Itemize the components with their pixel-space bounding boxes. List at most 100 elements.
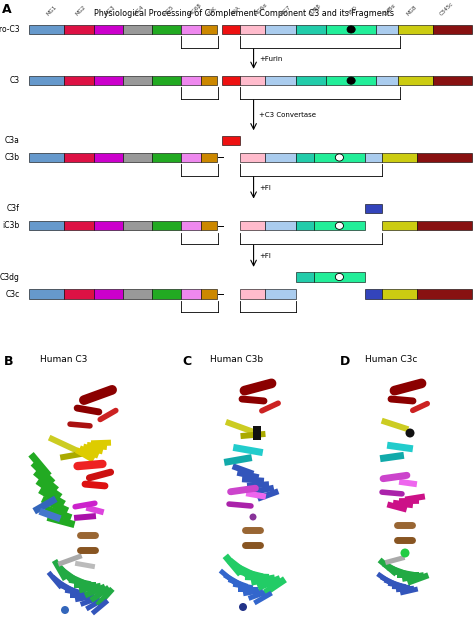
Bar <box>253 426 261 440</box>
Bar <box>246 490 266 500</box>
Text: ANA: ANA <box>230 6 242 17</box>
Bar <box>265 221 297 231</box>
Bar <box>79 582 101 593</box>
Text: A: A <box>2 3 11 16</box>
Text: TED: TED <box>347 6 359 17</box>
Bar <box>387 564 410 578</box>
Bar <box>123 76 152 86</box>
Bar <box>314 272 365 282</box>
Bar <box>29 221 64 231</box>
Bar <box>297 25 326 34</box>
Bar <box>60 449 90 461</box>
Bar <box>387 442 413 452</box>
Bar <box>398 25 433 34</box>
Bar <box>94 289 123 299</box>
Bar <box>240 76 265 86</box>
Bar <box>433 25 472 34</box>
Bar <box>392 500 413 508</box>
Text: Human C3b: Human C3b <box>210 355 263 364</box>
Bar <box>240 289 265 299</box>
Bar <box>123 221 152 231</box>
Bar <box>397 572 419 578</box>
Bar <box>64 76 94 86</box>
Circle shape <box>335 154 344 161</box>
Text: C3: C3 <box>9 76 19 85</box>
Bar <box>383 289 418 299</box>
Bar <box>385 555 405 565</box>
Bar <box>182 152 201 162</box>
Text: C3c: C3c <box>5 289 19 299</box>
Bar <box>240 152 265 162</box>
Bar <box>89 585 110 603</box>
Bar <box>28 452 52 478</box>
Bar <box>433 76 472 86</box>
Bar <box>380 574 398 588</box>
Text: +Furin: +Furin <box>259 56 283 62</box>
Bar <box>405 494 425 502</box>
Text: CUBα: CUBα <box>383 3 397 17</box>
Bar <box>182 221 201 231</box>
Bar <box>365 289 383 299</box>
Text: CUBβ: CUBβ <box>309 3 323 17</box>
Text: C3b: C3b <box>5 153 19 162</box>
Circle shape <box>347 26 355 33</box>
Bar <box>95 587 115 607</box>
Bar <box>201 152 217 162</box>
Text: LNK: LNK <box>207 6 218 17</box>
Bar <box>201 76 217 86</box>
Bar <box>383 221 418 231</box>
Bar <box>399 498 419 504</box>
Bar <box>314 152 365 162</box>
Bar <box>392 568 414 578</box>
Bar <box>376 25 398 34</box>
Bar <box>123 25 152 34</box>
Bar <box>65 588 85 596</box>
Text: C3a: C3a <box>5 136 19 145</box>
Bar <box>94 221 123 231</box>
Bar <box>383 578 402 588</box>
Bar <box>48 435 82 455</box>
Text: C3dg: C3dg <box>0 272 19 281</box>
Bar <box>85 597 105 611</box>
Text: pro-C3: pro-C3 <box>0 25 19 34</box>
Bar <box>297 76 326 86</box>
Text: MG2: MG2 <box>74 5 87 17</box>
Bar <box>297 152 314 162</box>
Bar <box>29 289 64 299</box>
Text: B: B <box>4 355 13 368</box>
Bar <box>70 592 90 598</box>
Bar <box>84 584 106 598</box>
Text: MG1: MG1 <box>45 5 57 17</box>
Bar <box>69 577 91 587</box>
Bar <box>232 463 255 477</box>
Bar <box>251 574 275 586</box>
Bar <box>38 508 62 522</box>
Bar <box>223 554 243 576</box>
Bar <box>228 578 248 589</box>
Bar <box>36 478 63 500</box>
Bar <box>152 221 182 231</box>
Text: Human C3c: Human C3c <box>365 355 418 364</box>
Bar <box>57 553 82 567</box>
Text: MG6α: MG6α <box>254 2 269 17</box>
Bar <box>245 573 269 581</box>
Bar <box>123 152 152 162</box>
Bar <box>263 576 287 596</box>
Circle shape <box>239 603 247 611</box>
Bar <box>29 152 64 162</box>
Text: +FI: +FI <box>259 253 271 259</box>
Bar <box>407 572 429 586</box>
Bar <box>182 76 201 86</box>
Text: MG4: MG4 <box>133 5 146 17</box>
Bar <box>243 588 263 596</box>
Bar <box>297 272 314 282</box>
Bar <box>59 567 81 585</box>
Bar <box>418 152 472 162</box>
Bar <box>365 204 383 213</box>
Bar <box>182 25 201 34</box>
Bar <box>123 289 152 299</box>
Bar <box>64 221 94 231</box>
Bar <box>237 470 259 480</box>
Text: D: D <box>340 355 350 368</box>
Bar <box>381 418 409 432</box>
